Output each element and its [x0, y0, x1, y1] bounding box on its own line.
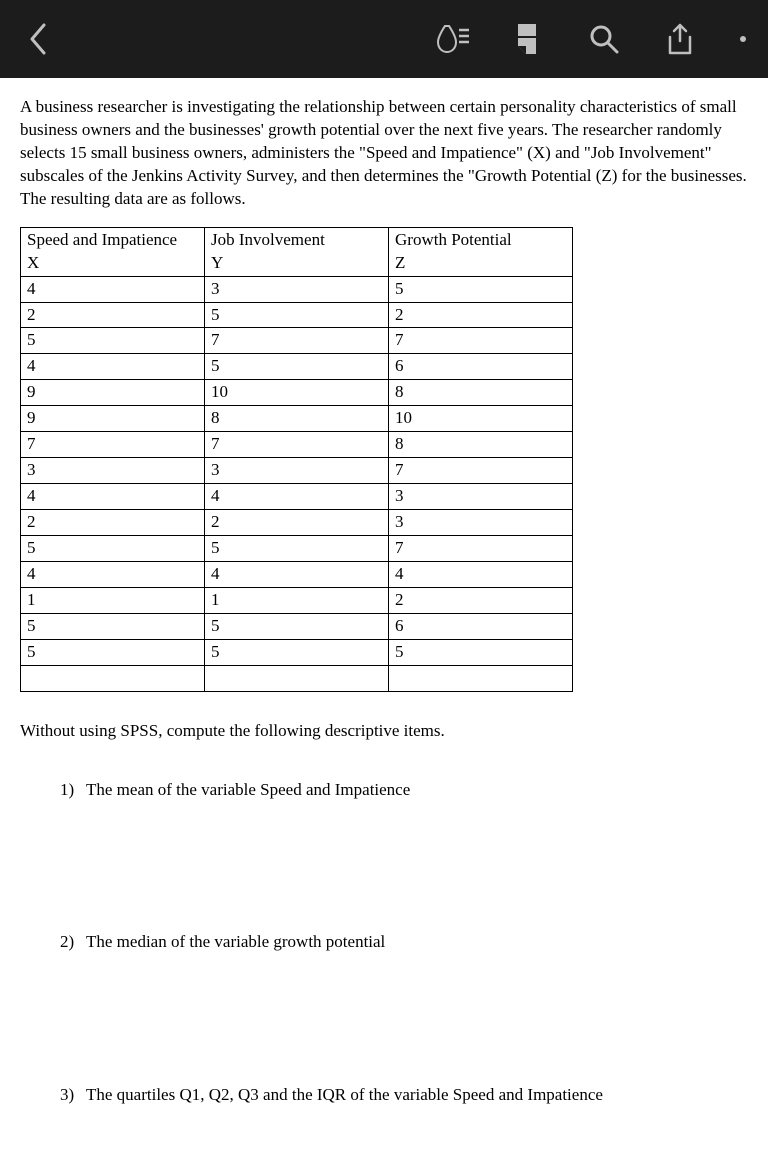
- table-row: 9810: [21, 406, 573, 432]
- table-cell: 3: [21, 458, 205, 484]
- page-view-icon[interactable]: [510, 21, 546, 57]
- question-item: 1)The mean of the variable Speed and Imp…: [60, 779, 748, 802]
- table-row: 557: [21, 535, 573, 561]
- question-text: The median of the variable growth potent…: [86, 932, 385, 951]
- questions-intro: Without using SPSS, compute the followin…: [20, 720, 748, 743]
- question-item: 3)The quartiles Q1, Q2, Q3 and the IQR o…: [60, 1084, 748, 1107]
- table-cell: [205, 665, 389, 691]
- table-cell: 5: [205, 639, 389, 665]
- table-cell: 7: [389, 535, 573, 561]
- table-row: 577: [21, 328, 573, 354]
- table-cell: 5: [21, 328, 205, 354]
- table-cell: 4: [21, 484, 205, 510]
- more-icon[interactable]: [738, 21, 748, 57]
- table-cell: 5: [205, 302, 389, 328]
- top-toolbar: [0, 0, 768, 78]
- table-row: 556: [21, 613, 573, 639]
- table-cell: 5: [21, 535, 205, 561]
- question-number: 2): [60, 931, 86, 954]
- table-cell: 1: [21, 587, 205, 613]
- table-cell: 9: [21, 380, 205, 406]
- table-cell: 5: [205, 354, 389, 380]
- table-row: 443: [21, 484, 573, 510]
- table-cell: 5: [389, 639, 573, 665]
- table-row: 444: [21, 561, 573, 587]
- table-cell: 4: [21, 276, 205, 302]
- ink-icon[interactable]: [434, 21, 470, 57]
- question-text: The quartiles Q1, Q2, Q3 and the IQR of …: [86, 1085, 603, 1104]
- table-cell: 4: [205, 561, 389, 587]
- intro-paragraph: A business researcher is investigating t…: [20, 96, 748, 211]
- table-cell: 5: [21, 639, 205, 665]
- back-button[interactable]: [20, 21, 56, 57]
- table-cell: 3: [205, 276, 389, 302]
- table-row: 112: [21, 587, 573, 613]
- table-cell: 2: [389, 587, 573, 613]
- table-cell: 4: [389, 561, 573, 587]
- table-cell: [21, 665, 205, 691]
- question-item: 2)The median of the variable growth pote…: [60, 931, 748, 954]
- table-cell: 2: [21, 510, 205, 536]
- table-cell: 2: [205, 510, 389, 536]
- table-cell: 5: [205, 535, 389, 561]
- table-row: [21, 665, 573, 691]
- table-cell: 9: [21, 406, 205, 432]
- table-cell: 8: [205, 406, 389, 432]
- table-cell: 6: [389, 354, 573, 380]
- question-text: The mean of the variable Speed and Impat…: [86, 780, 410, 799]
- table-cell: [389, 665, 573, 691]
- table-cell: 5: [205, 613, 389, 639]
- document-content: A business researcher is investigating t…: [0, 78, 768, 1167]
- table-cell: 7: [205, 432, 389, 458]
- table-cell: 8: [389, 380, 573, 406]
- table-cell: 7: [389, 328, 573, 354]
- question-number: 1): [60, 779, 86, 802]
- table-cell: 7: [389, 458, 573, 484]
- table-cell: 7: [21, 432, 205, 458]
- questions-section: Without using SPSS, compute the followin…: [20, 720, 748, 1108]
- column-header: Job InvolvementY: [205, 227, 389, 276]
- column-header: Growth PotentialZ: [389, 227, 573, 276]
- table-cell: 1: [205, 587, 389, 613]
- table-row: 456: [21, 354, 573, 380]
- table-row: 252: [21, 302, 573, 328]
- table-cell: 10: [205, 380, 389, 406]
- question-number: 3): [60, 1084, 86, 1107]
- table-cell: 5: [21, 613, 205, 639]
- search-icon[interactable]: [586, 21, 622, 57]
- table-cell: 2: [389, 302, 573, 328]
- table-cell: 5: [389, 276, 573, 302]
- table-cell: 2: [21, 302, 205, 328]
- table-cell: 6: [389, 613, 573, 639]
- table-row: 435: [21, 276, 573, 302]
- table-row: 555: [21, 639, 573, 665]
- table-cell: 10: [389, 406, 573, 432]
- table-cell: 3: [389, 510, 573, 536]
- table-cell: 3: [389, 484, 573, 510]
- table-cell: 4: [21, 354, 205, 380]
- table-row: 9108: [21, 380, 573, 406]
- column-header: Speed and ImpatienceX: [21, 227, 205, 276]
- table-row: 337: [21, 458, 573, 484]
- table-cell: 3: [205, 458, 389, 484]
- table-row: 223: [21, 510, 573, 536]
- table-cell: 4: [205, 484, 389, 510]
- table-cell: 7: [205, 328, 389, 354]
- data-table: Speed and ImpatienceXJob InvolvementYGro…: [20, 227, 573, 692]
- share-icon[interactable]: [662, 21, 698, 57]
- table-row: 778: [21, 432, 573, 458]
- table-cell: 4: [21, 561, 205, 587]
- table-cell: 8: [389, 432, 573, 458]
